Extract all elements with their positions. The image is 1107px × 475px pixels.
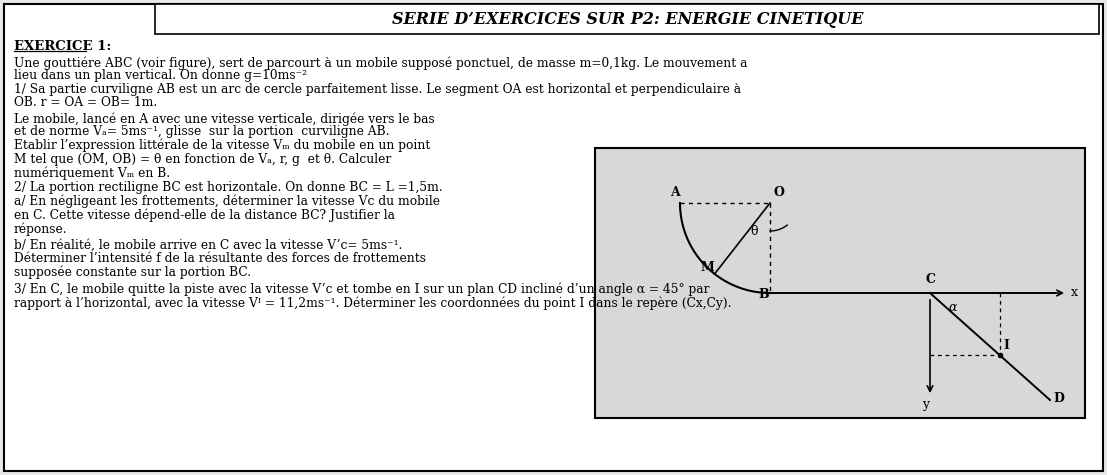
Text: Déterminer l’intensité f de la résultante des forces de frottements: Déterminer l’intensité f de la résultant…: [14, 252, 426, 265]
Text: supposée constante sur la portion BC.: supposée constante sur la portion BC.: [14, 266, 251, 279]
Text: OB. r = OA = OB= 1m.: OB. r = OA = OB= 1m.: [14, 96, 157, 110]
Text: 2/ La portion rectiligne BC est horizontale. On donne BC = L =1,5m.: 2/ La portion rectiligne BC est horizont…: [14, 181, 443, 194]
Bar: [594, 148, 1085, 418]
Text: Une gouttiére ABC (voir figure), sert de parcourt à un mobile supposé ponctuel, : Une gouttiére ABC (voir figure), sert de…: [14, 56, 747, 69]
Text: y: y: [922, 398, 929, 411]
Text: a/ En négligeant les frottements, déterminer la vitesse Vc du mobile: a/ En négligeant les frottements, déterm…: [14, 195, 439, 209]
Text: α: α: [948, 301, 956, 314]
Text: et de norme Vₐ= 5ms⁻¹, glisse  sur la portion  curviligne AB.: et de norme Vₐ= 5ms⁻¹, glisse sur la por…: [14, 125, 390, 139]
Text: en C. Cette vitesse dépend-elle de la distance BC? Justifier la: en C. Cette vitesse dépend-elle de la di…: [14, 209, 395, 222]
Text: EXERCICE 1:: EXERCICE 1:: [14, 40, 112, 53]
Bar: [155, 4, 1099, 34]
Text: D: D: [1053, 392, 1064, 405]
Text: Etablir l’expression littérale de la vitesse Vₘ du mobile en un point: Etablir l’expression littérale de la vit…: [14, 139, 431, 152]
Text: A: A: [670, 186, 680, 199]
Text: 1/ Sa partie curviligne AB est un arc de cercle parfaitement lisse. Le segment O: 1/ Sa partie curviligne AB est un arc de…: [14, 83, 741, 96]
Text: réponse.: réponse.: [14, 222, 68, 236]
Text: b/ En réalité, le mobile arrive en C avec la vitesse V’c= 5ms⁻¹.: b/ En réalité, le mobile arrive en C ave…: [14, 238, 402, 251]
Text: θ: θ: [751, 225, 757, 238]
Text: I: I: [1004, 339, 1010, 352]
Text: 3/ En C, le mobile quitte la piste avec la vitesse V’c et tombe en I sur un plan: 3/ En C, le mobile quitte la piste avec …: [14, 283, 710, 296]
Text: M: M: [701, 261, 714, 274]
Text: lieu dans un plan vertical. On donne g=10ms⁻²: lieu dans un plan vertical. On donne g=1…: [14, 69, 307, 83]
Text: Le mobile, lancé en A avec une vitesse verticale, dirigée vers le bas: Le mobile, lancé en A avec une vitesse v…: [14, 112, 435, 125]
Text: rapport à l’horizontal, avec la vitesse Vᴵ = 11,2ms⁻¹. Déterminer les coordonnée: rapport à l’horizontal, avec la vitesse …: [14, 296, 732, 310]
Text: C: C: [925, 273, 937, 286]
Text: O: O: [774, 186, 785, 199]
Text: B: B: [758, 288, 768, 301]
Text: x: x: [1070, 286, 1078, 299]
Text: M tel que (OM, OB) = θ en fonction de Vₐ, r, g  et θ. Calculer: M tel que (OM, OB) = θ en fonction de Vₐ…: [14, 152, 391, 165]
Text: SERIE D’EXERCICES SUR P2: ENERGIE CINETIQUE: SERIE D’EXERCICES SUR P2: ENERGIE CINETI…: [392, 10, 863, 28]
Text: numériquement Vₘ en B.: numériquement Vₘ en B.: [14, 166, 170, 180]
